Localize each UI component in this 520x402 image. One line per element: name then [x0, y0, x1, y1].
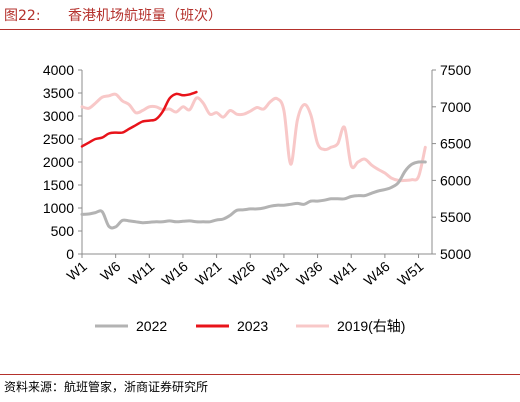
- series-line-2023: [80, 90, 198, 148]
- left-tick-label: 3500: [43, 85, 74, 101]
- series-line-2022: [80, 160, 427, 230]
- legend: 2022 2023 2019(右轴): [95, 318, 405, 334]
- left-tick-label: 4000: [43, 62, 74, 78]
- left-tick-label: 1500: [43, 177, 74, 193]
- x-tick-label: W41: [327, 258, 359, 289]
- axes: [78, 69, 436, 258]
- series-line-2019: [80, 92, 427, 183]
- right-tick-label: 6000: [440, 172, 471, 188]
- source-note: 资料来源：航班管家，浙商证券研究所: [4, 380, 209, 394]
- left-tick-label: 1000: [43, 200, 74, 216]
- left-tick-label: 3000: [43, 108, 74, 124]
- x-tick-label: W31: [260, 258, 292, 289]
- legend-label: 2022: [136, 318, 167, 334]
- left-tick-label: 2500: [43, 131, 74, 147]
- right-tick-label: 5000: [440, 246, 471, 262]
- right-tick-label: 5500: [440, 209, 471, 225]
- legend-label: 2019(右轴): [337, 318, 405, 334]
- right-tick-label: 7000: [440, 99, 471, 115]
- x-tick-label: W16: [159, 258, 191, 289]
- legend-label: 2023: [237, 318, 268, 334]
- x-tick-label: W26: [226, 258, 258, 289]
- x-tick-label: W46: [360, 258, 392, 289]
- series-layer: [80, 90, 427, 230]
- left-tick-label: 500: [51, 223, 75, 239]
- figure-title: 香港机场航班量（班次）: [68, 8, 222, 24]
- bottom-rule: [0, 374, 520, 375]
- figure-label: 图22:: [4, 8, 41, 24]
- right-tick-label: 6500: [440, 136, 471, 152]
- left-tick-label: 2000: [43, 154, 74, 170]
- x-tick-label: W51: [394, 258, 426, 289]
- top-rule: [0, 29, 520, 30]
- x-tick-label: W11: [126, 258, 158, 288]
- x-tick-label: W36: [293, 258, 325, 289]
- title-bar: 图22: 香港机场航班量（班次）: [0, 0, 520, 30]
- right-tick-label: 7500: [440, 62, 471, 78]
- left-tick-label: 0: [66, 246, 74, 262]
- x-tick-label: W21: [192, 258, 224, 289]
- x-tick-label: W6: [97, 258, 124, 284]
